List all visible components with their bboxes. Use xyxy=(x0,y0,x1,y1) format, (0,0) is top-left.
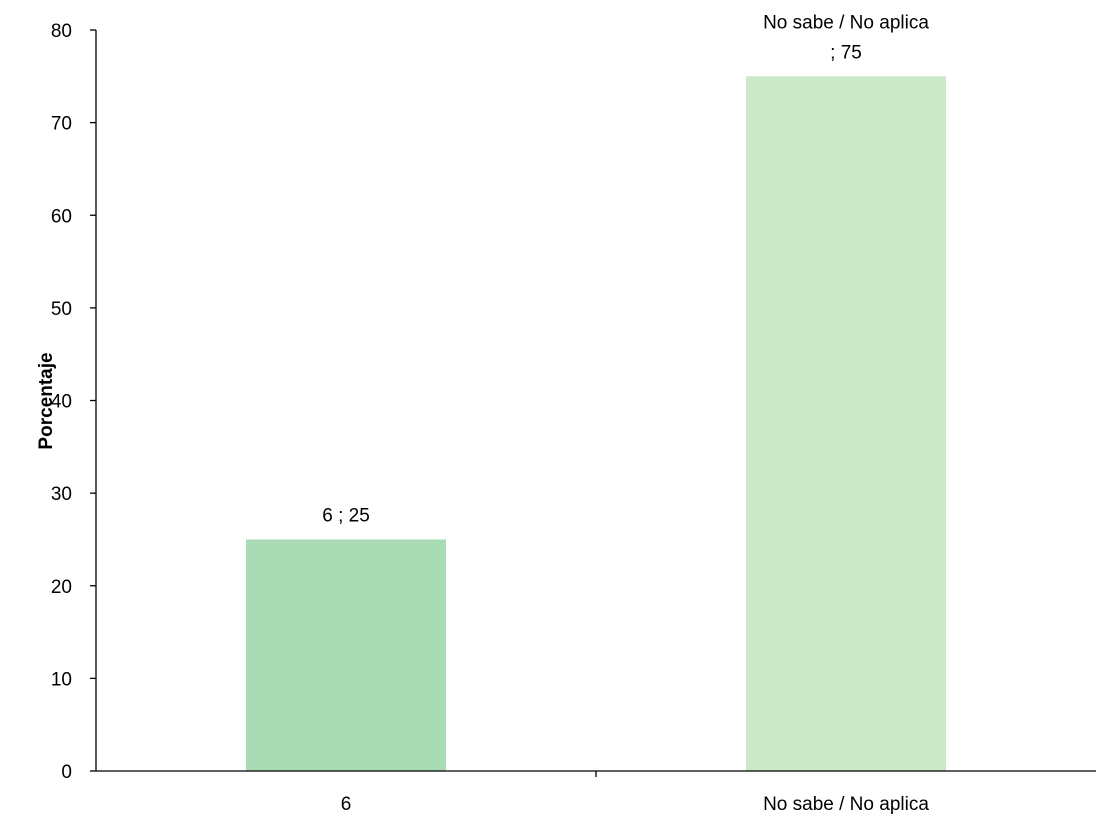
bar xyxy=(746,76,946,771)
x-tick-label: 6 xyxy=(341,794,352,815)
y-tick-label: 50 xyxy=(51,299,72,320)
y-tick-label: 40 xyxy=(51,392,72,413)
y-axis-title: Porcentaje xyxy=(36,352,57,449)
data-label: 6 ; 25 xyxy=(322,505,370,526)
y-tick-label: 60 xyxy=(51,206,72,227)
y-tick-label: 30 xyxy=(51,484,72,505)
x-axis-ticks: 6 No sabe / No aplica xyxy=(341,771,929,815)
data-label: ; 75 xyxy=(830,42,862,63)
data-labels: 6 ; 25 No sabe / No aplica ; 75 xyxy=(322,12,929,526)
y-tick-label: 0 xyxy=(61,762,72,783)
x-tick-label: No sabe / No aplica xyxy=(763,794,929,815)
y-tick-label: 80 xyxy=(51,21,72,42)
y-axis-ticks: 0 10 20 30 40 50 60 70 80 xyxy=(51,21,96,783)
y-tick-label: 70 xyxy=(51,114,72,135)
bar xyxy=(246,539,446,771)
y-tick-label: 10 xyxy=(51,669,72,690)
bars xyxy=(246,76,946,771)
y-tick-label: 20 xyxy=(51,577,72,598)
data-label: No sabe / No aplica xyxy=(763,12,929,33)
